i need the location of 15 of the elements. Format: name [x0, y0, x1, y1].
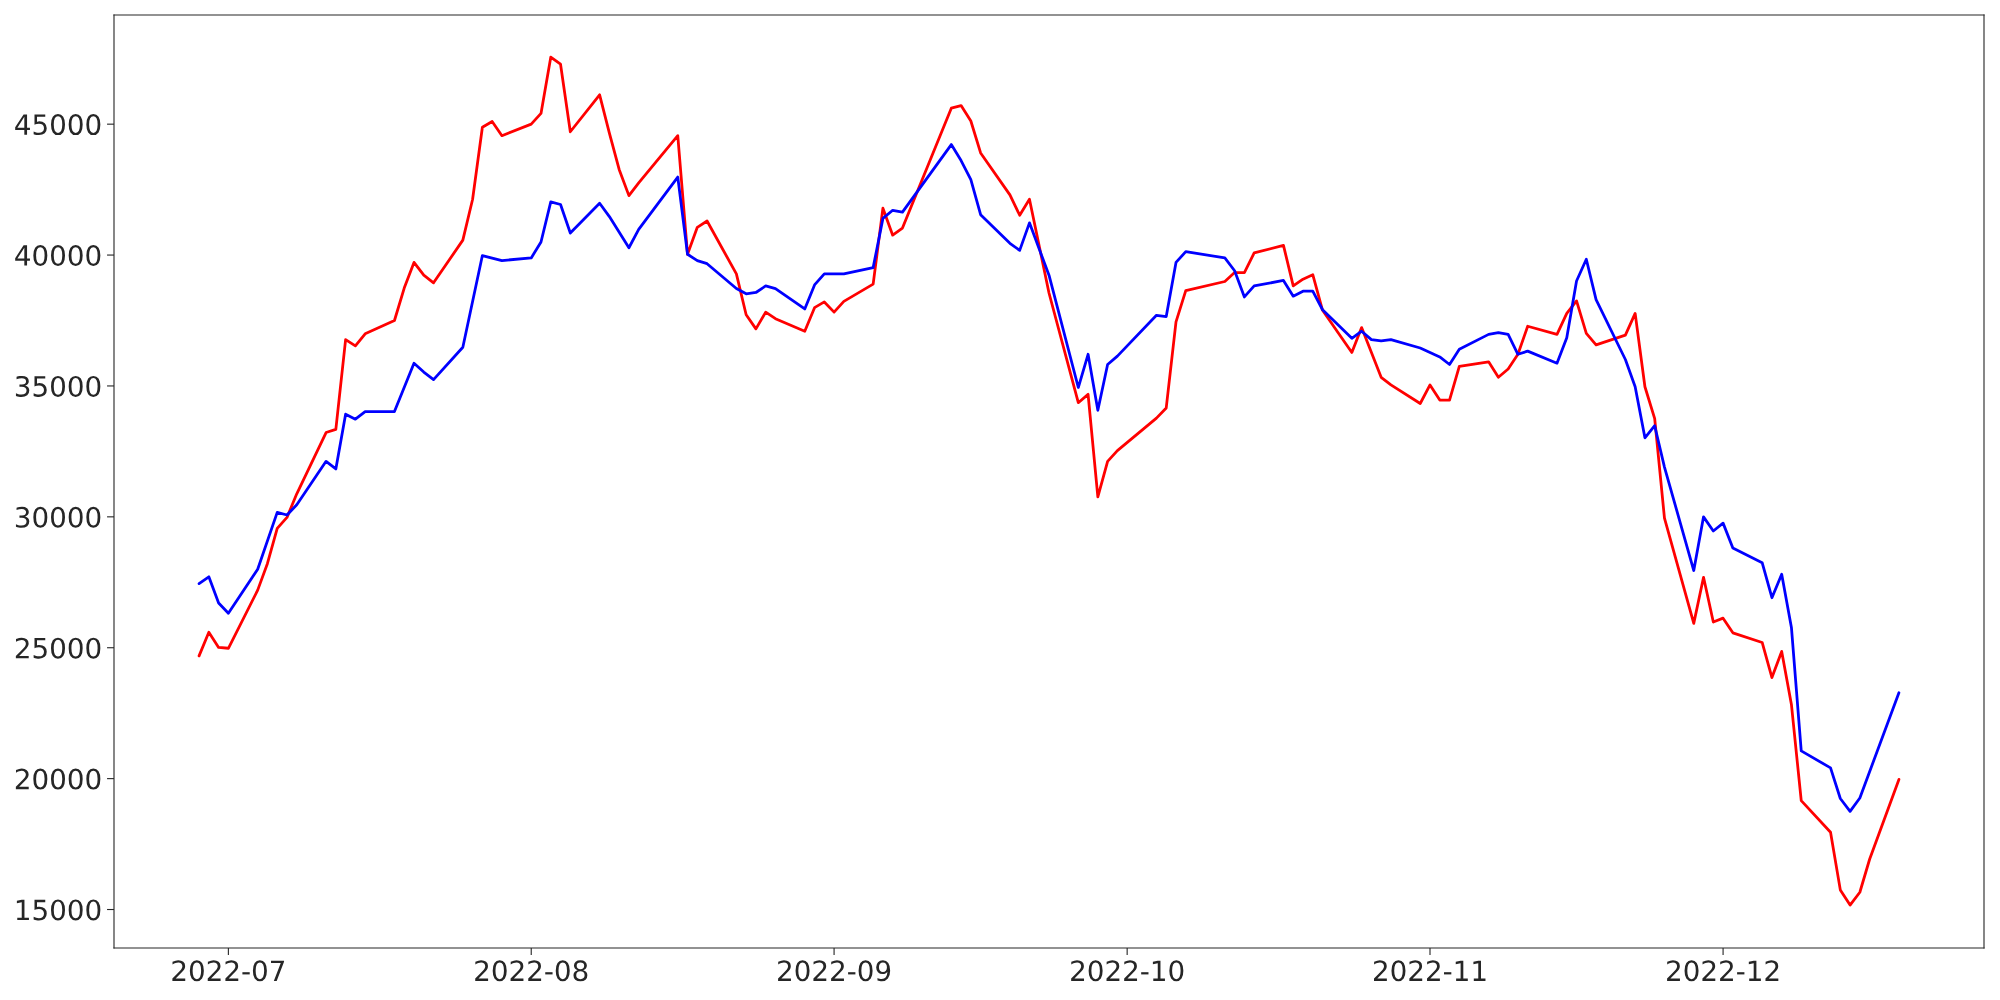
y-tick-label: 15000 — [16, 899, 101, 921]
y-tick-label: 20000 — [15, 768, 101, 790]
x-tick-label: 2022-07 — [172, 960, 285, 982]
y-tick-label: 45000 — [15, 114, 101, 136]
y-tick-label: 35000 — [15, 375, 101, 397]
y-tick-label: 40000 — [15, 244, 101, 266]
x-tick-label: 2022-08 — [475, 960, 588, 982]
x-tick-label: 2022-12 — [1667, 960, 1779, 982]
x-tick-label: 2022-10 — [1071, 960, 1184, 982]
x-tick-label: 2022-09 — [778, 960, 891, 982]
line-series — [197, 55, 1901, 907]
y-tick-label: 25000 — [15, 637, 101, 659]
line-series — [197, 143, 1901, 813]
x-tick-label: 2022-11 — [1374, 960, 1486, 982]
y-tick-label: 30000 — [15, 506, 101, 528]
